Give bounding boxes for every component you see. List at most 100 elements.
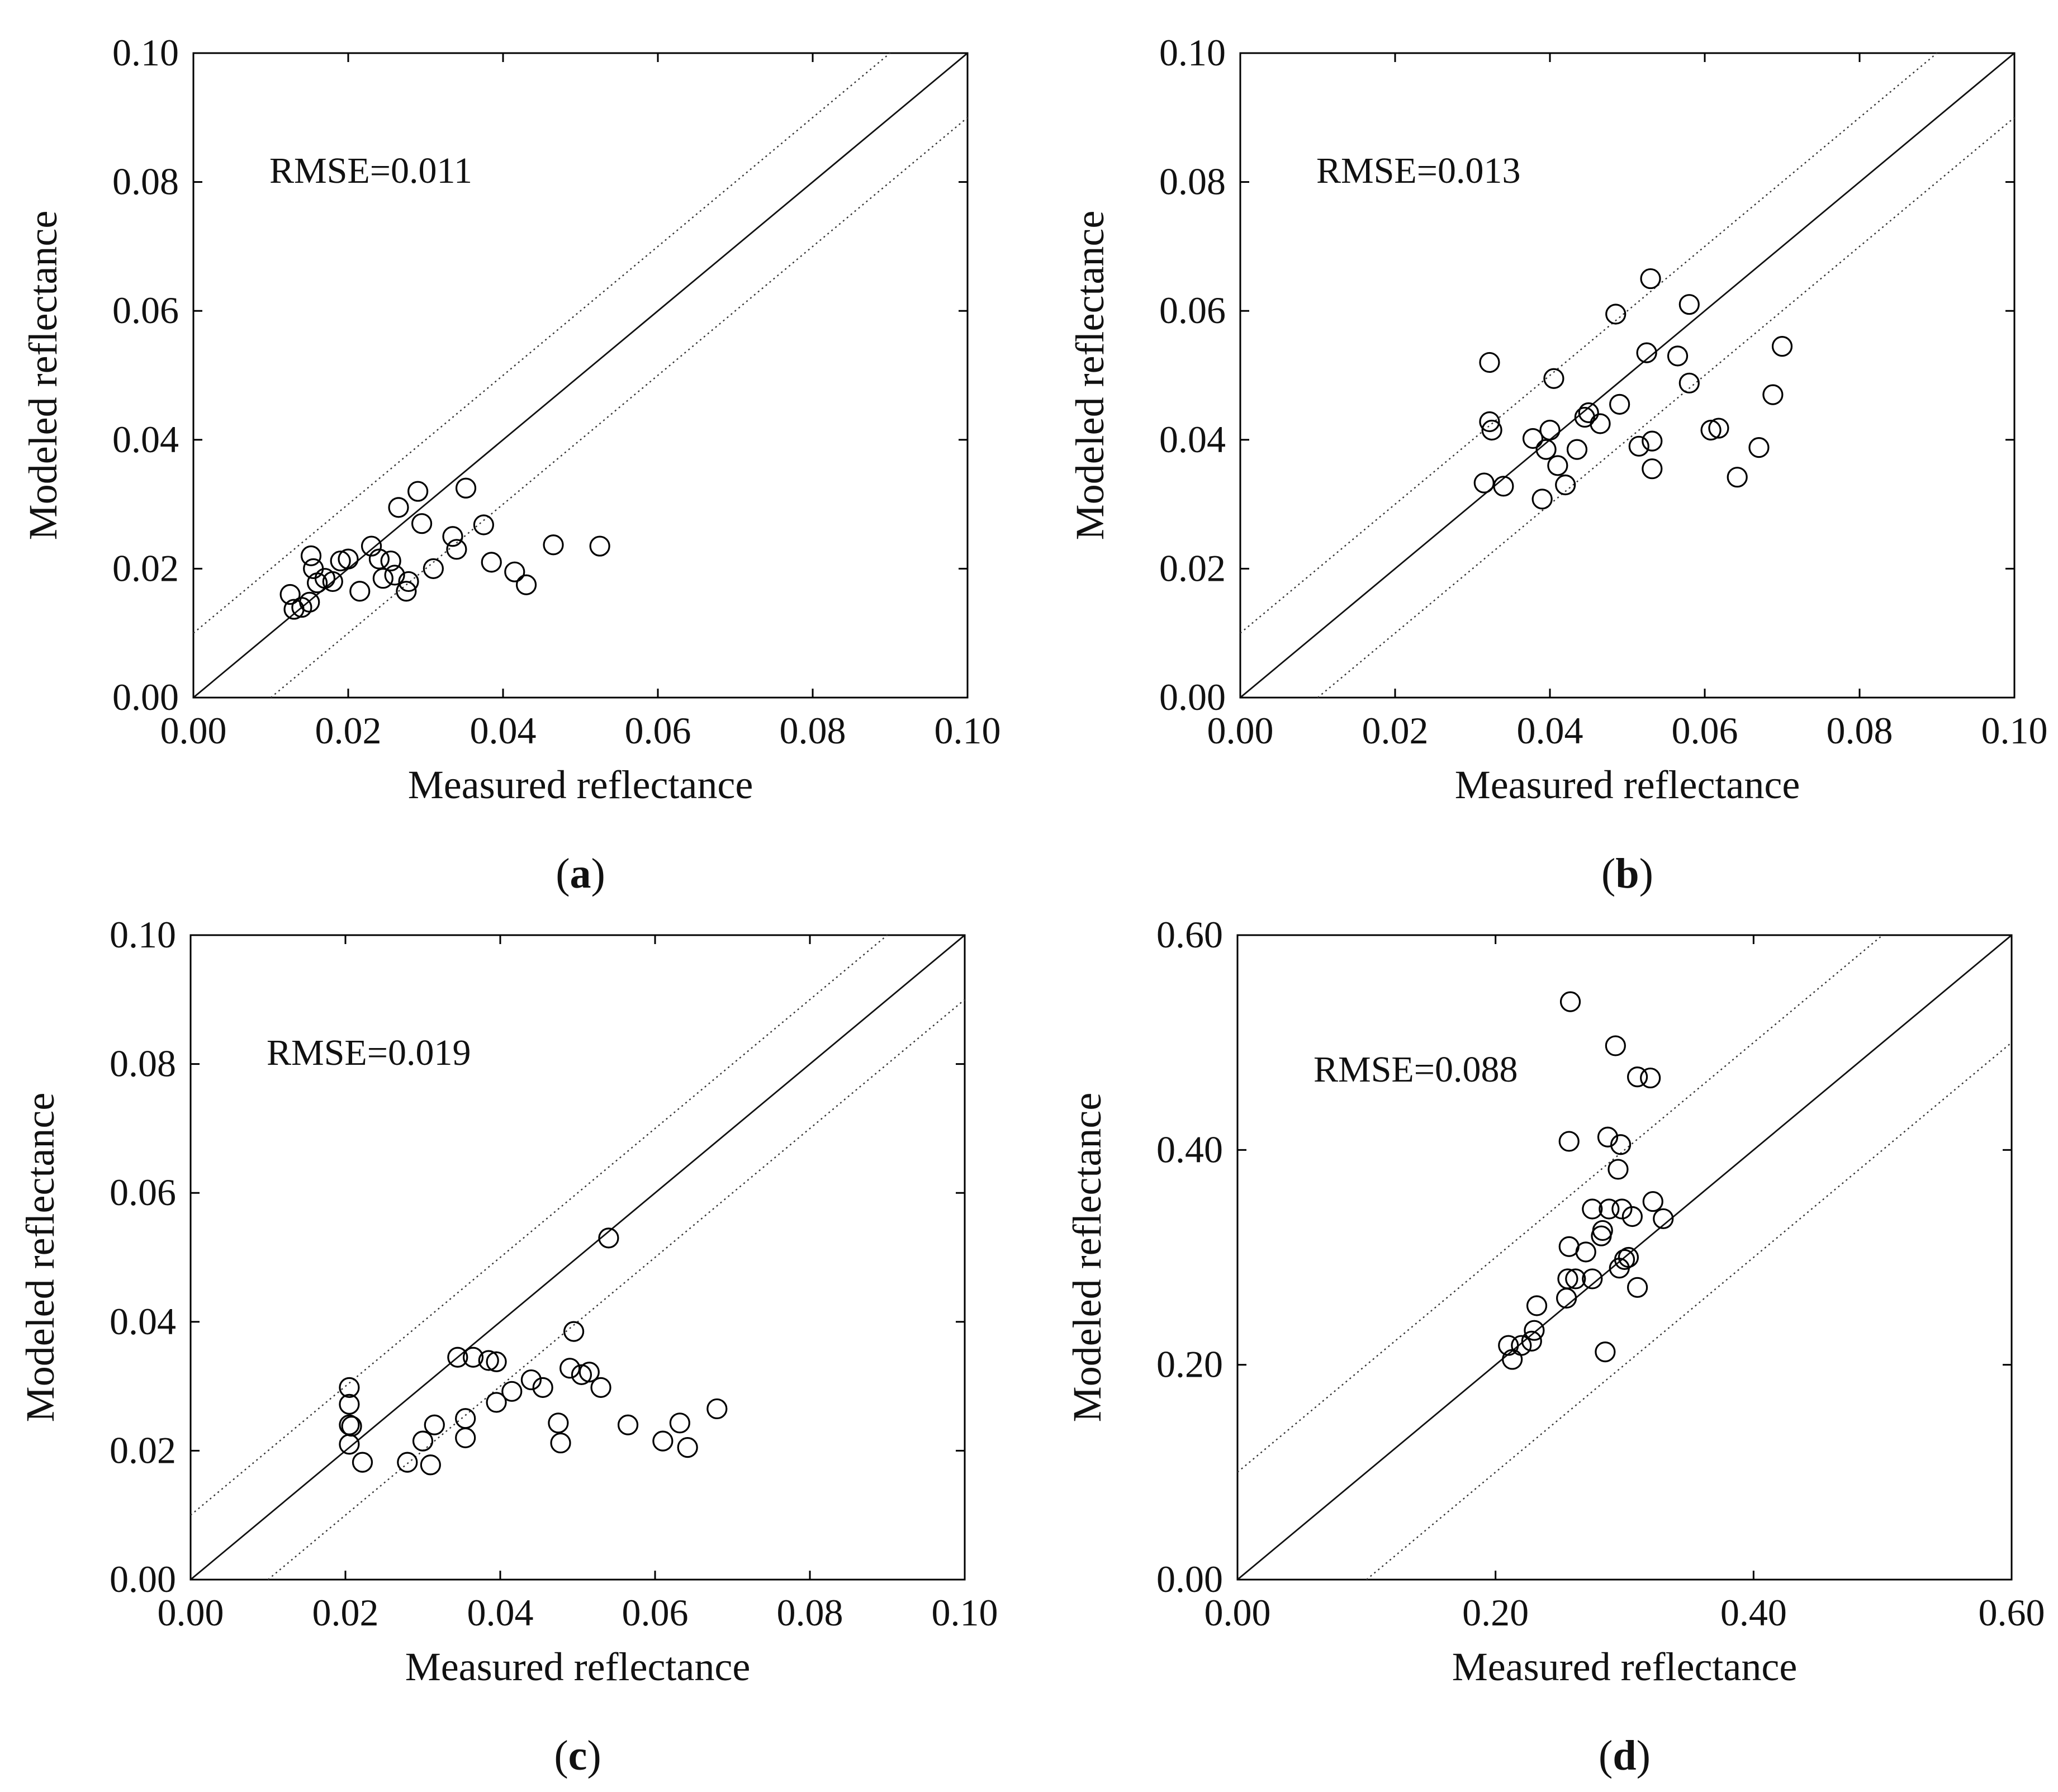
y-tick-label: 0.00 — [1159, 676, 1226, 718]
data-point — [590, 1377, 611, 1398]
data-point — [563, 1321, 585, 1342]
x-axis-title: Measured reflectance — [1452, 1644, 1798, 1689]
x-tick-label: 0.02 — [315, 709, 382, 752]
data-point — [1762, 384, 1784, 405]
data-point — [1578, 402, 1599, 423]
y-axis-title: Modeled reflectance — [1065, 1093, 1109, 1423]
y-tick-label: 0.08 — [110, 1042, 176, 1085]
x-tick-label: 0.60 — [1979, 1591, 2045, 1634]
data-point — [446, 539, 467, 560]
data-point — [407, 481, 429, 502]
x-tick-label: 0.06 — [625, 709, 691, 752]
data-point — [330, 550, 351, 572]
tick-marks — [189, 934, 966, 1581]
data-points — [279, 477, 610, 620]
y-tick-label: 0.06 — [110, 1171, 176, 1213]
data-point — [1640, 268, 1661, 290]
data-point — [423, 558, 444, 580]
data-point — [361, 535, 382, 557]
data-point — [532, 1377, 553, 1398]
data-point — [486, 1351, 507, 1372]
data-point — [1558, 1131, 1580, 1152]
data-point — [1599, 1198, 1620, 1220]
data-point — [1597, 1126, 1619, 1148]
y-tick-label: 0.02 — [112, 547, 179, 589]
data-point — [1642, 430, 1663, 452]
data-point — [1611, 1198, 1633, 1220]
y-tick-label: 0.00 — [1156, 1558, 1223, 1600]
tick-labels: 0.00 0.20 0.40 0.60 0.00 0.20 0.40 0.60 — [1156, 913, 2045, 1634]
data-point — [548, 1412, 569, 1434]
data-point — [300, 545, 322, 566]
x-tick-label: 0.00 — [1205, 1591, 1271, 1634]
panel-caption: (a) — [556, 850, 605, 897]
panel-c: 0.00 0.02 0.04 0.06 0.08 0.10 0.00 0.02 0.04 0.06… — [18, 913, 998, 1779]
data-point — [339, 1434, 360, 1455]
data-point — [1605, 1035, 1626, 1056]
data-point — [349, 581, 371, 602]
y-tick-label: 0.20 — [1156, 1343, 1223, 1386]
data-point — [397, 1452, 418, 1473]
data-point — [398, 571, 419, 592]
data-point — [481, 552, 502, 573]
panel-caption: (c) — [554, 1732, 601, 1779]
data-point — [1535, 439, 1557, 460]
data-point — [1582, 1268, 1603, 1290]
data-point — [1493, 476, 1514, 497]
data-point — [462, 1347, 484, 1368]
data-point — [1628, 435, 1649, 457]
lower-bound-line — [1366, 1042, 2012, 1580]
data-point — [1627, 1066, 1648, 1088]
lower-bound-line — [1317, 117, 2015, 698]
y-tick-label: 0.02 — [110, 1429, 176, 1471]
data-point — [1555, 474, 1576, 496]
data-point — [339, 1377, 360, 1398]
data-point — [372, 568, 393, 589]
y-tick-label: 0.04 — [112, 418, 179, 461]
x-tick-label: 0.08 — [780, 709, 846, 752]
plot-frame — [189, 934, 966, 1581]
data-point — [1636, 342, 1657, 363]
data-point — [1547, 455, 1568, 476]
data-point — [706, 1398, 728, 1420]
data-point — [442, 526, 463, 547]
data-point — [455, 1408, 476, 1429]
data-point — [1566, 439, 1588, 460]
upper-bound-line — [1237, 935, 1883, 1473]
lower-bound-line — [267, 999, 965, 1580]
tick-marks — [1236, 934, 2013, 1581]
panel-caption: (b) — [1601, 850, 1653, 897]
data-points — [1473, 268, 1793, 510]
data-point — [411, 513, 433, 534]
data-point — [1521, 1330, 1542, 1352]
upper-bound-line — [193, 53, 891, 634]
data-point — [677, 1437, 698, 1458]
data-point — [1524, 1320, 1545, 1341]
x-tick-label: 0.04 — [1517, 709, 1583, 752]
tick-labels: 0.00 0.02 0.04 0.06 0.08 0.10 0.00 0.02 0.04 0.06… — [110, 913, 998, 1634]
plot-frame — [1236, 934, 2013, 1581]
x-tick-label: 0.04 — [467, 1591, 534, 1634]
x-axis-title: Measured reflectance — [408, 762, 753, 807]
y-tick-label: 0.00 — [112, 676, 179, 718]
data-point — [1642, 458, 1663, 480]
x-tick-label: 0.20 — [1462, 1591, 1529, 1634]
data-point — [1667, 345, 1689, 367]
data-point — [420, 1454, 441, 1476]
data-point — [1522, 428, 1544, 449]
data-point — [617, 1414, 639, 1435]
data-point — [396, 581, 417, 602]
data-point — [1575, 1241, 1596, 1263]
y-tick-label: 0.10 — [1159, 31, 1226, 74]
panel-caption-letter: a — [570, 850, 591, 897]
data-point — [368, 548, 390, 570]
data-point — [1543, 368, 1564, 389]
data-point — [279, 584, 301, 605]
panel-caption-letter: b — [1615, 850, 1639, 897]
data-point — [1559, 991, 1581, 1012]
data-point — [473, 514, 494, 535]
data-point — [486, 1392, 507, 1413]
data-point — [1627, 1277, 1648, 1298]
data-point — [380, 550, 401, 572]
x-tick-label: 0.40 — [1720, 1591, 1787, 1634]
